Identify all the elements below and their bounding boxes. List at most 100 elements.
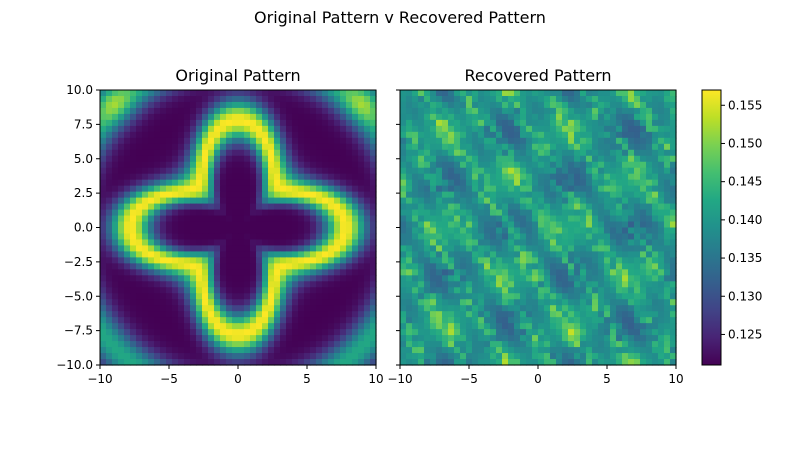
heatmap-cell — [310, 233, 317, 241]
heatmap-cell — [286, 329, 293, 336]
heatmap-cell — [244, 329, 251, 336]
x-tick-label: −10 — [87, 372, 112, 386]
heatmap-cell — [178, 179, 185, 187]
heatmap-cell — [502, 335, 509, 342]
heatmap-cell — [490, 90, 497, 97]
heatmap-cell — [424, 269, 431, 276]
heatmap-cell — [478, 281, 485, 288]
heatmap-cell — [658, 263, 665, 270]
heatmap-cell — [634, 209, 641, 217]
heatmap-cell — [160, 149, 167, 157]
heatmap-cell — [574, 239, 581, 247]
heatmap-cell — [346, 221, 353, 229]
heatmap-cell — [538, 215, 545, 223]
heatmap-cell — [340, 347, 347, 354]
heatmap-cell — [634, 197, 641, 205]
heatmap-cell — [184, 167, 191, 175]
heatmap-cell — [148, 305, 155, 312]
heatmap-cell — [322, 107, 329, 115]
heatmap-cell — [628, 317, 635, 324]
heatmap-cell — [670, 251, 677, 258]
heatmap-cell — [232, 275, 239, 282]
heatmap-cell — [592, 185, 599, 193]
heatmap-cell — [232, 137, 239, 145]
heatmap-cell — [406, 131, 413, 139]
heatmap-cell — [532, 293, 539, 300]
heatmap-cell — [280, 179, 287, 187]
heatmap-cell — [268, 233, 275, 241]
heatmap-cell — [592, 209, 599, 217]
heatmap-cell — [100, 275, 107, 282]
heatmap-cell — [436, 113, 443, 121]
heatmap-cell — [370, 215, 377, 223]
heatmap-cell — [406, 263, 413, 270]
heatmap-cell — [256, 209, 263, 217]
heatmap-cell — [184, 293, 191, 300]
heatmap-cell — [670, 161, 677, 169]
heatmap-cell — [238, 179, 245, 187]
heatmap-cell — [556, 227, 563, 235]
heatmap-cell — [544, 95, 551, 103]
heatmap-cell — [256, 257, 263, 264]
heatmap-cell — [628, 143, 635, 151]
x-tick-label: −5 — [160, 372, 178, 386]
heatmap-cell — [322, 305, 329, 312]
heatmap-cell — [364, 125, 371, 133]
heatmap-cell — [460, 251, 467, 258]
heatmap-cell — [220, 149, 227, 157]
heatmap-cell — [232, 119, 239, 127]
heatmap-cell — [604, 221, 611, 229]
heatmap-cell — [292, 305, 299, 312]
heatmap-cell — [442, 173, 449, 181]
heatmap-cell — [352, 179, 359, 187]
heatmap-cell — [232, 257, 239, 264]
heatmap-cell — [610, 95, 617, 103]
heatmap-cell — [520, 269, 527, 276]
heatmap-cell — [634, 119, 641, 127]
heatmap-cell — [286, 341, 293, 348]
heatmap-cell — [226, 287, 233, 294]
heatmap-cell — [142, 143, 149, 151]
heatmap-cell — [442, 317, 449, 324]
heatmap-cell — [484, 281, 491, 288]
heatmap-cell — [238, 263, 245, 270]
heatmap-cell — [448, 125, 455, 133]
heatmap-cell — [484, 90, 491, 97]
heatmap-cell — [154, 275, 161, 282]
heatmap-cell — [274, 359, 281, 366]
heatmap-cell — [496, 209, 503, 217]
heatmap-cell — [358, 90, 365, 97]
heatmap-cell — [190, 335, 197, 342]
heatmap-cell — [628, 95, 635, 103]
heatmap-cell — [196, 233, 203, 241]
heatmap-cell — [448, 359, 455, 366]
heatmap-cell — [400, 263, 407, 270]
heatmap-cell — [466, 341, 473, 348]
heatmap-cell — [316, 275, 323, 282]
heatmap-cell — [508, 317, 515, 324]
heatmap-cell — [370, 191, 377, 199]
heatmap-cell — [526, 305, 533, 312]
heatmap-cell — [616, 113, 623, 121]
recovered-pattern-title: Recovered Pattern — [464, 66, 611, 85]
heatmap-cell — [550, 341, 557, 348]
heatmap-cell — [622, 257, 629, 264]
heatmap-cell — [262, 191, 269, 199]
heatmap-cell — [508, 137, 515, 145]
heatmap-cell — [334, 179, 341, 187]
heatmap-cell — [496, 143, 503, 151]
heatmap-cell — [274, 107, 281, 115]
heatmap-cell — [208, 167, 215, 175]
heatmap-cell — [214, 341, 221, 348]
heatmap-cell — [250, 251, 257, 258]
heatmap-cell — [202, 221, 209, 229]
heatmap-cell — [484, 107, 491, 115]
heatmap-cell — [574, 161, 581, 169]
heatmap-cell — [466, 329, 473, 336]
heatmap-cell — [526, 131, 533, 139]
heatmap-cell — [250, 125, 257, 133]
heatmap-cell — [532, 221, 539, 229]
heatmap-cell — [226, 107, 233, 115]
heatmap-cell — [280, 90, 287, 97]
heatmap-cell — [490, 353, 497, 360]
